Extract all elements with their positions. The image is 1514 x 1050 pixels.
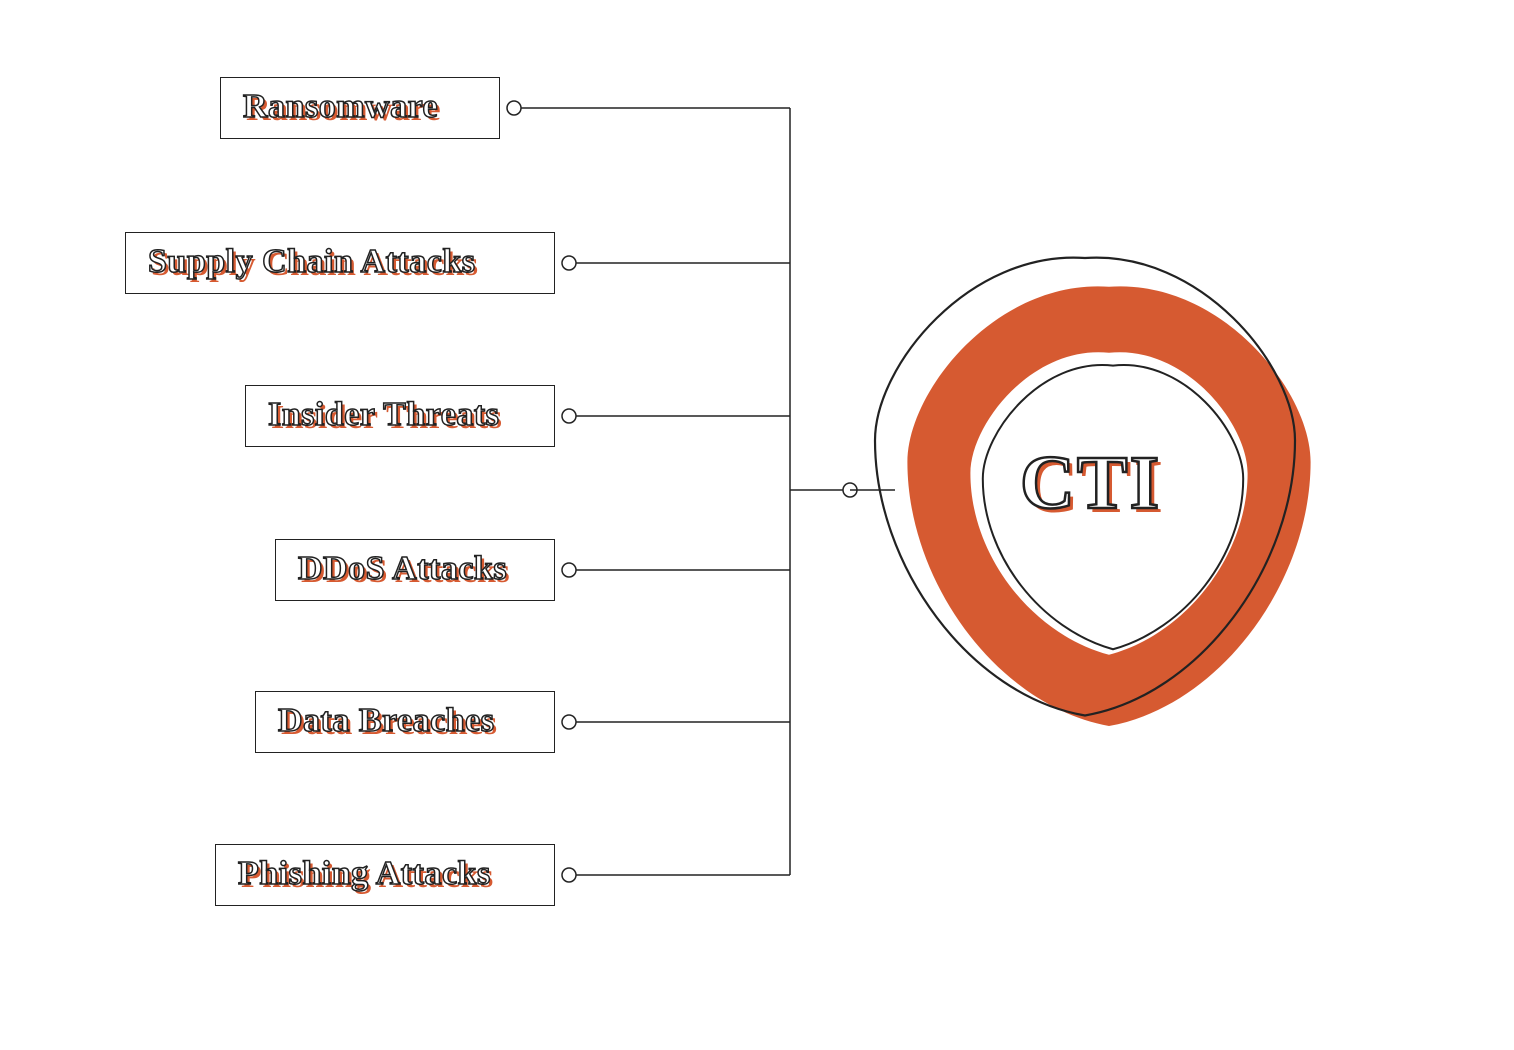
- threat-label: Phishing Attacks: [238, 855, 491, 892]
- threat-box: DDoS Attacks: [275, 539, 555, 601]
- threat-box: Data Breaches: [255, 691, 555, 753]
- diagram-canvas: Ransomware Supply Chain Attacks Insider Th…: [0, 0, 1514, 1050]
- threat-box: Supply Chain Attacks: [125, 232, 555, 294]
- threat-label: Ransomware: [243, 88, 438, 125]
- threat-label: Data Breaches: [278, 702, 494, 739]
- threat-box: Phishing Attacks: [215, 844, 555, 906]
- threat-box: Ransomware: [220, 77, 500, 139]
- threat-label: Insider Threats: [268, 396, 499, 433]
- threat-box: Insider Threats: [245, 385, 555, 447]
- shield-label: CTI: [1020, 440, 1161, 527]
- threat-label: Supply Chain Attacks: [148, 243, 475, 280]
- shield-label-text: CTI: [1020, 441, 1161, 525]
- threat-label: DDoS Attacks: [298, 550, 507, 587]
